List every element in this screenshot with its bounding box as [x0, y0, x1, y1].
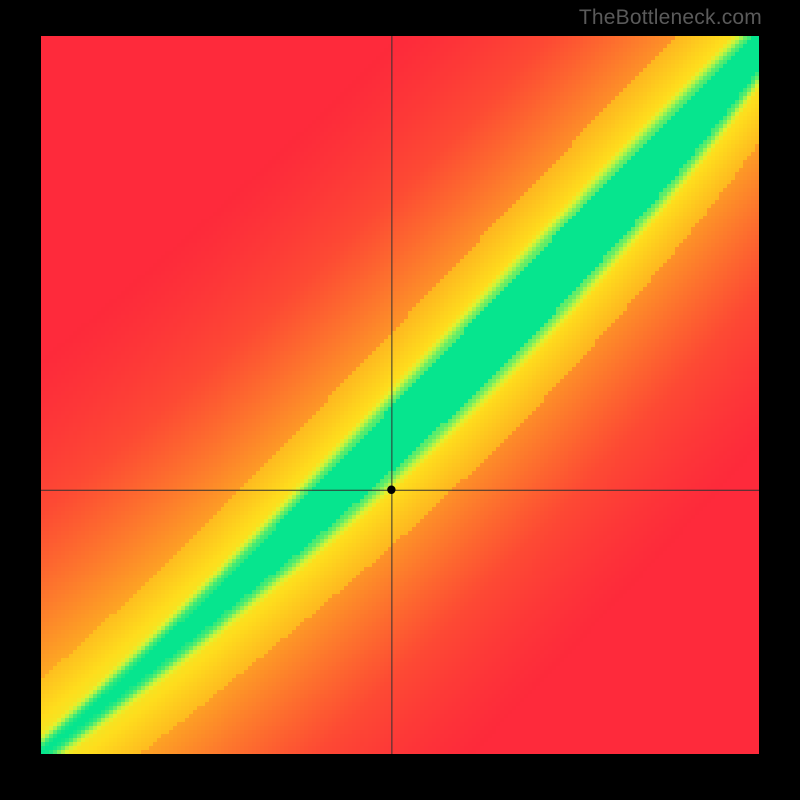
watermark-text: TheBottleneck.com — [579, 6, 762, 30]
chart-container: TheBottleneck.com — [0, 0, 800, 800]
heatmap-canvas — [41, 36, 759, 754]
heatmap-plot — [41, 36, 759, 754]
